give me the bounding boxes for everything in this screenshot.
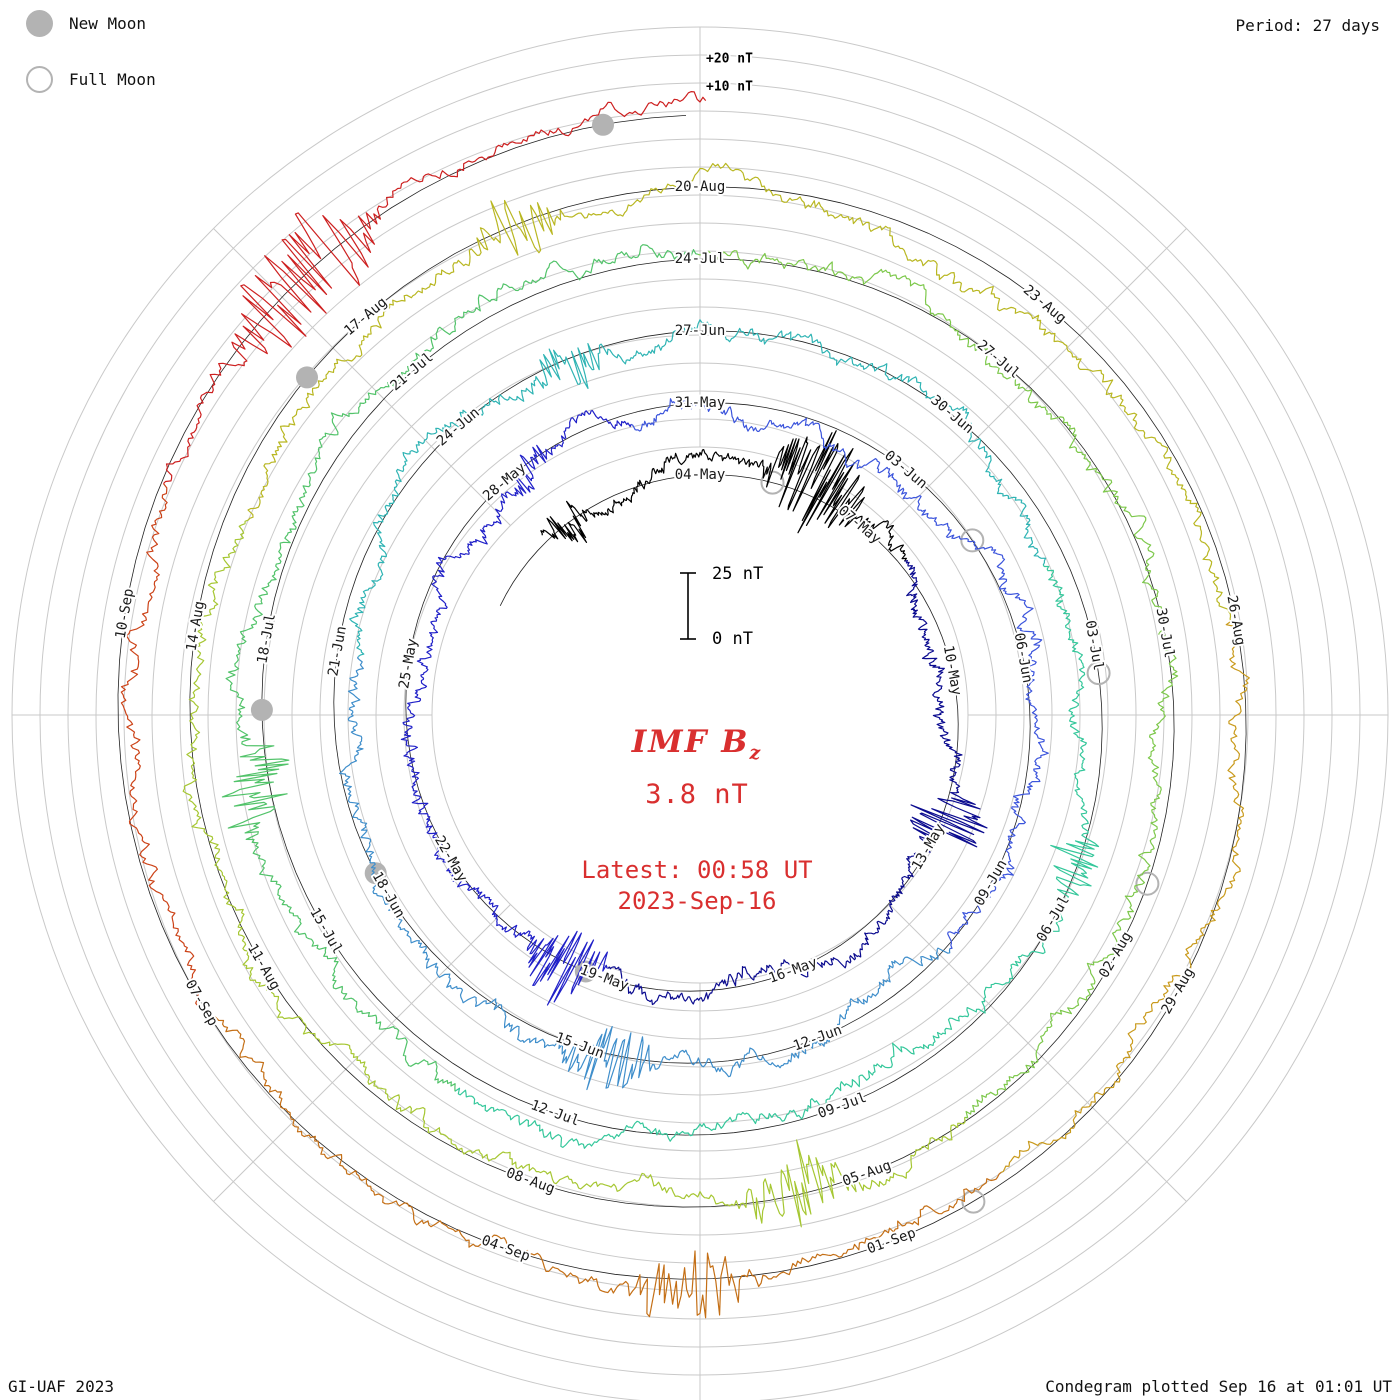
radial-scale-label: +20 nT — [706, 52, 753, 67]
date-label: 29-Aug — [1158, 965, 1197, 1017]
date-label: 03-Jul — [1082, 619, 1107, 672]
date-label: 24-Jun — [434, 405, 483, 450]
grid-spoke — [889, 228, 1187, 526]
bz-trace-segment — [454, 564, 1100, 1149]
baseline-spiral — [117, 115, 1247, 1280]
date-label: 26-Aug — [1223, 594, 1248, 647]
grid-spoke — [213, 228, 511, 526]
credit-label: GI-UAF 2023 — [8, 1377, 114, 1396]
bz-trace-segment — [182, 519, 966, 1228]
bz-trace-segment — [697, 250, 1179, 1119]
full-moon-marker — [1086, 661, 1111, 686]
date-label: 27-Jul — [974, 337, 1023, 382]
scalebar: 25 nT 0 nT — [680, 564, 763, 649]
bz-trace-segment — [247, 162, 1232, 622]
date-label: 06-Jul — [1034, 893, 1073, 945]
bz-trace-segment — [1000, 620, 1250, 1173]
date-label: 12-Jun — [791, 1022, 844, 1054]
label-layer: 04-May07-May10-May13-May16-May19-May22-M… — [111, 50, 1250, 1267]
date-label: 04-Sep — [479, 1233, 532, 1265]
grid-layer — [11, 26, 1389, 1400]
scalebar-top-label: 25 nT — [712, 564, 763, 584]
new-moon-marker — [250, 698, 273, 721]
new-moon-icon — [26, 9, 53, 37]
date-label: 15-Jun — [553, 1030, 606, 1062]
grid-spoke — [213, 904, 511, 1202]
bz-trace-segment — [197, 1004, 1002, 1319]
date-label: 04-May — [675, 467, 726, 483]
date-label: 18-Jun — [369, 869, 408, 921]
bz-trace-segment — [400, 410, 632, 1006]
bz-trace-segment — [221, 244, 699, 1092]
bz-trace-segment — [349, 319, 1047, 657]
grid-spoke — [889, 904, 1187, 1202]
legend-full-moon: Full Moon — [26, 62, 156, 96]
bz-trace-segment — [120, 483, 199, 1006]
date-label: 05-Aug — [840, 1157, 893, 1189]
scalebar-bottom-label: 0 nT — [712, 629, 753, 649]
date-label: 27-Jun — [675, 323, 726, 339]
bz-trace-segment — [540, 430, 907, 562]
date-label: 25-May — [396, 637, 421, 690]
date-label: 18-Jul — [254, 612, 279, 665]
full-moon-icon — [26, 65, 53, 93]
bz-trace-segment — [630, 397, 1049, 950]
date-label: 06-Jun — [1011, 632, 1036, 685]
date-label: 07-Sep — [182, 977, 221, 1029]
trace-layer — [120, 91, 1250, 1319]
legend-full-moon-label: Full Moon — [69, 69, 156, 89]
date-label: 03-Jun — [881, 448, 930, 493]
date-label: 16-May — [766, 954, 819, 986]
new-moon-marker — [364, 862, 387, 885]
full-moon-marker — [961, 1189, 986, 1214]
bz-trace-segment — [339, 656, 951, 1091]
date-label: 20-Aug — [675, 179, 726, 195]
date-label: 24-Jul — [675, 251, 726, 267]
date-label: 09-Jul — [816, 1090, 869, 1122]
legend-new-moon-label: New Moon — [69, 13, 147, 33]
date-label: 31-May — [675, 395, 726, 411]
moon-legend: New Moon Full Moon — [26, 6, 156, 118]
bz-trace-segment — [163, 91, 707, 485]
bz-trace-segment — [607, 560, 988, 1006]
period-label: Period: 27 days — [1235, 16, 1381, 35]
radial-scale-label: +10 nT — [706, 80, 753, 95]
plotted-label: Condegram plotted Sep 16 at 01:01 UT — [1045, 1377, 1392, 1396]
date-label: 17-Aug — [341, 294, 390, 339]
date-label: 14-Aug — [184, 600, 209, 653]
full-moon-marker — [1135, 871, 1160, 896]
new-moon-marker — [592, 113, 614, 136]
new-moon-marker — [296, 366, 318, 389]
full-moon-marker — [960, 528, 985, 553]
date-label: 07-May — [835, 503, 884, 548]
legend-new-moon: New Moon — [26, 6, 156, 40]
